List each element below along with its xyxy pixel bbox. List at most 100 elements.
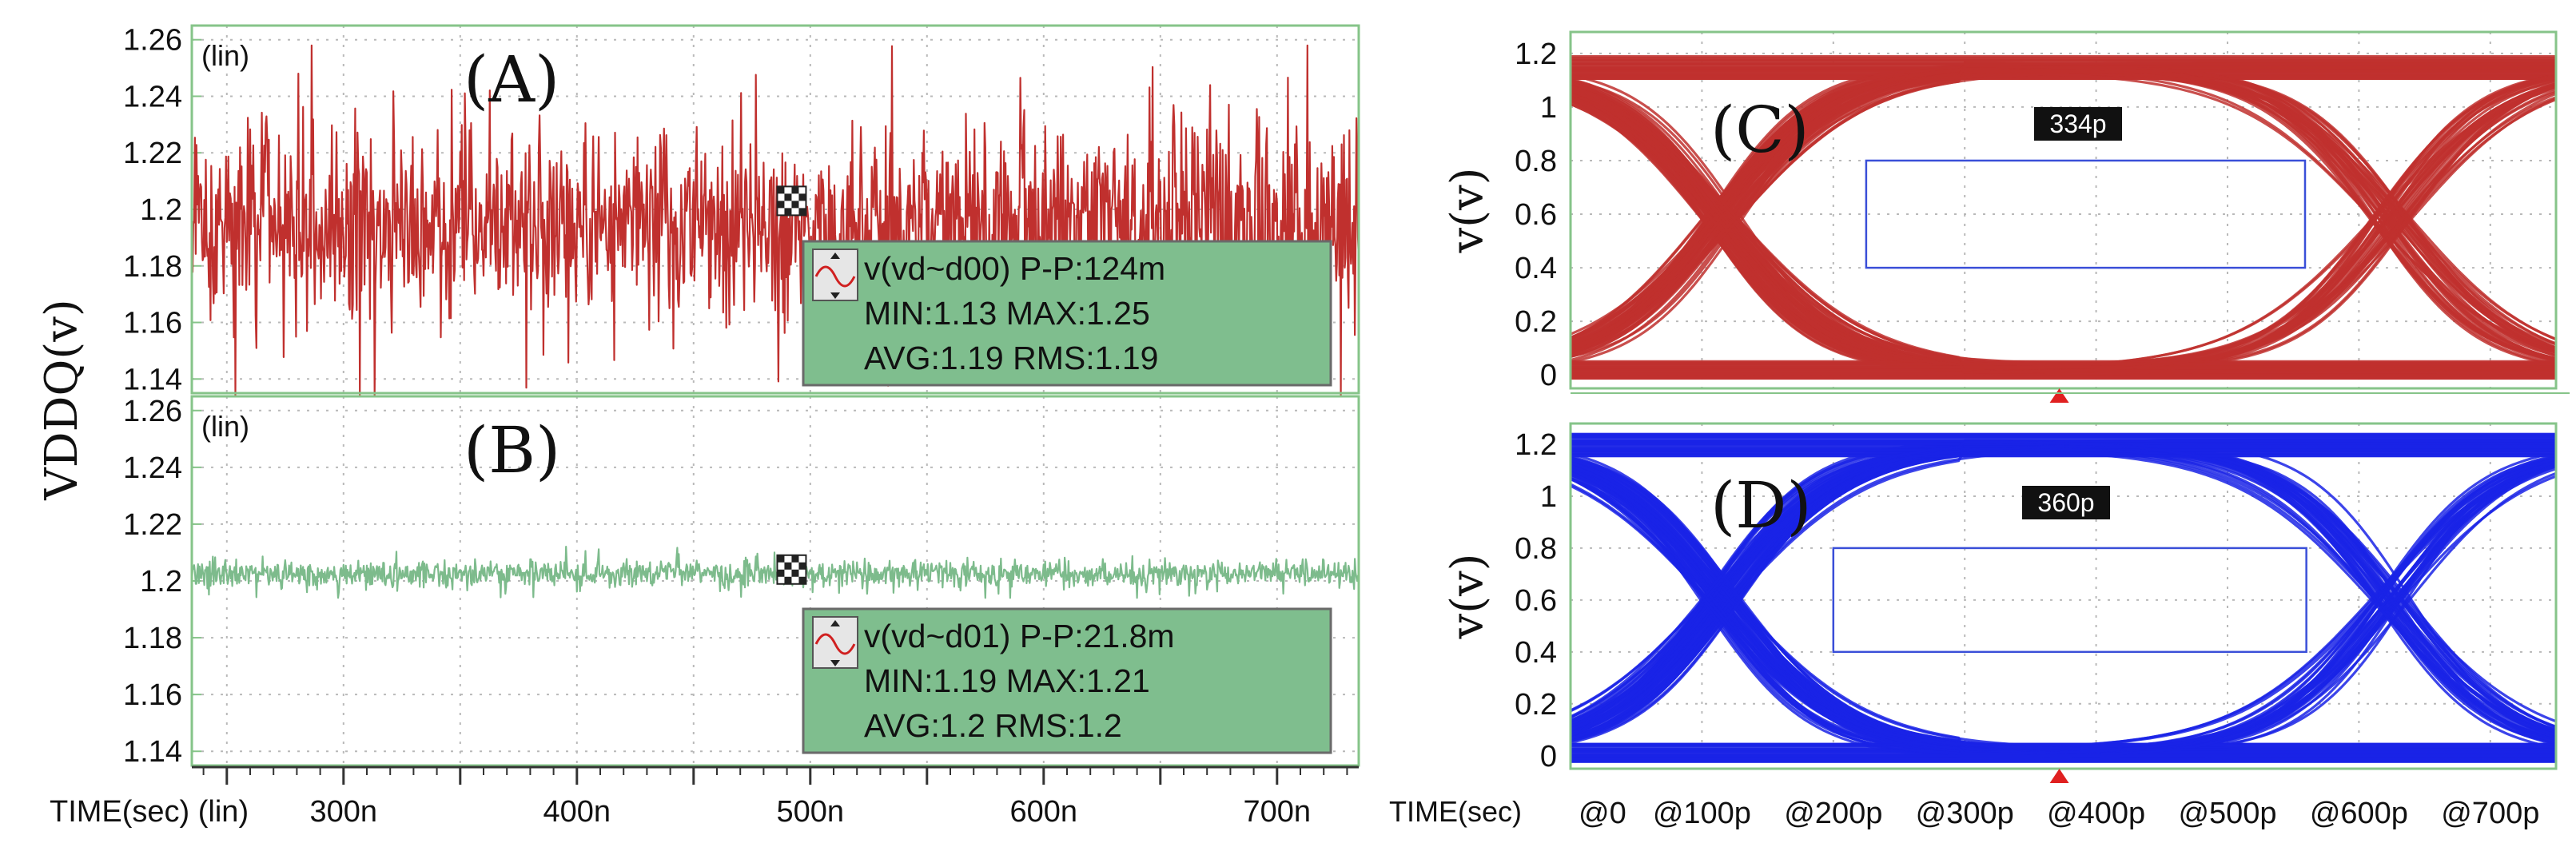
waveform-sine-icon[interactable] xyxy=(812,249,858,301)
y-tick-label: 1.24 xyxy=(123,451,182,485)
x-tick-label: @200p xyxy=(1784,797,1882,830)
cursor-marker-a[interactable] xyxy=(776,185,807,217)
y-tick-label: 1 xyxy=(1540,91,1557,125)
y-tick-label: 1.24 xyxy=(123,80,182,113)
y-tick-label: 0.6 xyxy=(1515,584,1557,618)
tooltip-line-2: MIN:1.13 MAX:1.25 xyxy=(864,295,1150,332)
cursor-cell xyxy=(777,569,785,577)
cursor-cell xyxy=(777,201,785,209)
eye-width-label-d: 360p xyxy=(2037,488,2094,517)
x-tick-label: @100p xyxy=(1653,797,1751,830)
cursor-marker-b[interactable] xyxy=(776,554,807,585)
y-axis-label-ab: VDDQ(v) xyxy=(36,299,88,500)
cursor-cell xyxy=(798,193,806,201)
tooltip-line-1: v(vd~d01) P-P:21.8m xyxy=(864,618,1175,654)
y-tick-label: 1 xyxy=(1540,480,1557,514)
panel-b: 1.14 1.16 1.18 1.2 1.22 1.24 1.26 (lin) (B) v(vd~… xyxy=(123,395,1360,769)
y-tick-label: 0.6 xyxy=(1515,198,1557,232)
y-axis-label-c: v(v) xyxy=(1442,168,1494,254)
cursor-cell xyxy=(784,576,792,584)
time-marker-c[interactable] xyxy=(2049,388,2069,403)
x-tick-label: 500n xyxy=(777,795,845,829)
eye-trace xyxy=(1570,444,2556,722)
scale-tag: (lin) xyxy=(201,410,249,443)
cursor-cell xyxy=(791,569,799,577)
y-tick-label: 1.2 xyxy=(1515,38,1557,71)
scale-tag: (lin) xyxy=(201,39,249,72)
plot-frame-a xyxy=(190,24,1360,395)
y-tick-label: 1.2 xyxy=(140,193,182,227)
x-tick-label: @500p xyxy=(2178,797,2276,830)
eye-width-label-c: 334p xyxy=(2049,109,2106,138)
x-tick-label: 300n xyxy=(310,795,378,829)
cursor-cell xyxy=(798,576,806,584)
x-tick-label: 700n xyxy=(1244,795,1312,829)
plot-frame-c xyxy=(1569,30,2558,390)
cursor-cell xyxy=(791,186,799,194)
eye-trace xyxy=(1570,440,2557,731)
cursor-cell xyxy=(784,208,792,216)
x-axis-label-ab: TIME(sec) (lin) xyxy=(50,795,249,829)
x-axis-ab: TIME(sec) (lin) 300n 400n 500n 600n 700n xyxy=(50,766,1359,829)
y-tick-label: 1.18 xyxy=(123,250,182,284)
tooltip-line-1: v(vd~d00) P-P:124m xyxy=(864,250,1165,287)
plot-frame-d xyxy=(1569,422,2558,770)
x-tick-label: 400n xyxy=(543,795,611,829)
x-tick-label: @600p xyxy=(2310,797,2408,830)
eye-trace xyxy=(1570,88,2556,370)
sine-glyph xyxy=(814,633,856,655)
panel-d: 0 0.2 0.4 0.6 0.8 1 1.2 360p (D) v(v) xyxy=(1442,422,2558,783)
cursor-cell xyxy=(798,208,806,216)
eye-traces-d xyxy=(1570,432,2557,763)
panel-c: 0 0.2 0.4 0.6 0.8 1 1.2 334p (C) v(v) xyxy=(1442,30,2558,403)
y-tick-label: 1.26 xyxy=(123,395,182,428)
y-tick-label: 1.16 xyxy=(123,307,182,340)
y-tick-label: 0.2 xyxy=(1515,305,1557,339)
y-tick-label: 1.26 xyxy=(123,24,182,58)
y-tick-label: 1.2 xyxy=(140,565,182,599)
tooltip-box xyxy=(802,240,1332,387)
cursor-cell xyxy=(791,555,799,563)
waveform-sine-icon[interactable] xyxy=(812,616,858,669)
measurement-tooltip-b[interactable]: v(vd~d01) P-P:21.8m MIN:1.19 MAX:1.21 AVG:… xyxy=(802,607,1332,754)
y-tick-label: 0 xyxy=(1540,740,1557,773)
eye-mask-d xyxy=(1832,547,2307,654)
cursor-cell xyxy=(777,186,785,194)
eye-traces-c xyxy=(1570,55,2557,380)
trace-a xyxy=(190,44,1360,397)
sine-glyph xyxy=(814,265,856,288)
plot-frame-b xyxy=(190,395,1360,767)
cursor-cell xyxy=(784,562,792,570)
y-tick-label: 1.14 xyxy=(123,363,182,396)
panel-label-b: (B) xyxy=(464,413,560,487)
x-tick-label: @700p xyxy=(2441,797,2539,830)
eye-width-badge-c xyxy=(2034,107,2122,141)
tooltip-line-3: AVG:1.2 RMS:1.2 xyxy=(864,707,1122,744)
y-tick-label: 0.2 xyxy=(1515,688,1557,722)
measurement-tooltip-a[interactable]: v(vd~d00) P-P:124m MIN:1.13 MAX:1.25 AVG:1… xyxy=(802,240,1332,387)
cursor-cell xyxy=(791,201,799,209)
tooltip-box xyxy=(802,607,1332,754)
x-tick-label: @300p xyxy=(1916,797,2014,830)
y-tick-label: 1.22 xyxy=(123,137,182,170)
eye-trace xyxy=(1570,473,2556,751)
panel-label-a: (A) xyxy=(464,42,559,117)
x-tick-label: 600n xyxy=(1010,795,1078,829)
y-axis-label-d: v(v) xyxy=(1442,554,1494,640)
y-tick-label: 0.8 xyxy=(1515,532,1557,566)
y-tick-label: 0.4 xyxy=(1515,252,1557,285)
eye-mask-c xyxy=(1865,159,2307,269)
x-axis-cd: TIME(sec) @0 @100p @200p @300p @400p @500p @600… xyxy=(1389,795,2539,830)
y-tick-label: 1.16 xyxy=(123,678,182,712)
y-tick-label: 1.18 xyxy=(123,622,182,655)
time-marker-d[interactable] xyxy=(2049,769,2069,783)
y-tick-label: 0.8 xyxy=(1515,145,1557,178)
y-tick-label: 1.14 xyxy=(123,735,182,769)
y-tick-label: 1.2 xyxy=(1515,428,1557,462)
eye-trace xyxy=(1570,69,2556,351)
eye-trace xyxy=(1570,464,2557,755)
y-tick-label: 0.4 xyxy=(1515,636,1557,670)
eye-width-badge-d xyxy=(2022,486,2110,519)
y-tick-label: 1.22 xyxy=(123,508,182,542)
panel-label-c: (C) xyxy=(1710,93,1810,167)
